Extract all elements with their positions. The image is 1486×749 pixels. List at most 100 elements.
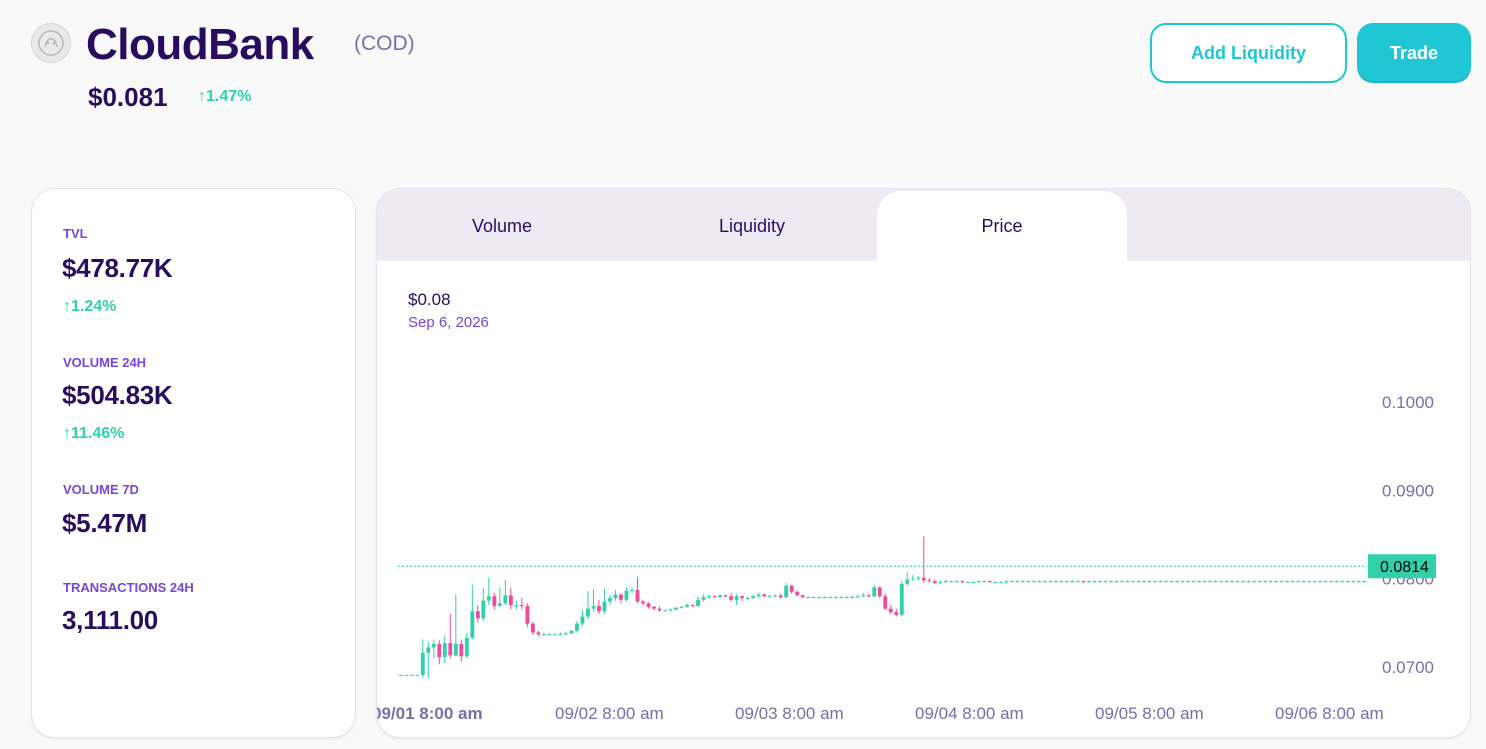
candle[interactable] <box>1076 581 1080 583</box>
candle[interactable] <box>668 609 673 611</box>
candle[interactable] <box>1340 581 1345 583</box>
candle[interactable] <box>398 674 403 676</box>
candle[interactable] <box>575 623 579 631</box>
candle[interactable] <box>734 596 739 600</box>
candle[interactable] <box>536 632 541 635</box>
candle[interactable] <box>591 605 596 609</box>
candle[interactable] <box>1009 581 1014 583</box>
candle[interactable] <box>866 595 871 597</box>
candle[interactable] <box>905 579 910 584</box>
candle[interactable] <box>1219 581 1224 583</box>
candle[interactable] <box>707 596 711 598</box>
candle[interactable] <box>1252 581 1257 583</box>
candle[interactable] <box>1351 581 1356 583</box>
tab-price[interactable]: Price <box>877 191 1127 261</box>
candle[interactable] <box>855 596 860 598</box>
candle[interactable] <box>1362 581 1367 583</box>
candle[interactable] <box>547 634 552 636</box>
candle[interactable] <box>685 605 689 607</box>
candle[interactable] <box>899 583 904 615</box>
candle[interactable] <box>872 587 877 597</box>
candle[interactable] <box>910 578 915 580</box>
candle[interactable] <box>745 598 750 600</box>
candle[interactable] <box>1158 581 1163 583</box>
candle[interactable] <box>580 616 585 624</box>
candle[interactable] <box>1263 581 1268 583</box>
candle[interactable] <box>795 591 800 596</box>
candle[interactable] <box>459 643 464 657</box>
candle[interactable] <box>1318 581 1323 583</box>
candle[interactable] <box>475 611 480 619</box>
candle[interactable] <box>630 590 634 592</box>
candle[interactable] <box>541 634 546 636</box>
candle[interactable] <box>1285 581 1290 583</box>
candle[interactable] <box>789 585 794 592</box>
candle[interactable] <box>916 577 921 579</box>
candle[interactable] <box>470 611 475 638</box>
candle[interactable] <box>525 605 530 624</box>
trade-button[interactable]: Trade <box>1357 23 1471 83</box>
candle[interactable] <box>767 596 772 598</box>
candle[interactable] <box>1301 581 1306 583</box>
candle[interactable] <box>646 603 651 607</box>
candle[interactable] <box>464 637 469 657</box>
candle[interactable] <box>641 601 645 604</box>
candle[interactable] <box>1197 581 1202 583</box>
candle[interactable] <box>508 595 513 606</box>
candle[interactable] <box>954 581 959 583</box>
candle[interactable] <box>431 643 436 648</box>
candle[interactable] <box>602 601 607 612</box>
candle[interactable] <box>993 582 998 584</box>
tab-volume[interactable]: Volume <box>471 215 533 236</box>
candle[interactable] <box>938 582 943 584</box>
candle[interactable] <box>778 595 783 598</box>
candle[interactable] <box>663 610 667 612</box>
candle[interactable] <box>888 608 893 613</box>
candle[interactable] <box>1213 581 1218 583</box>
candle[interactable] <box>1026 581 1031 583</box>
candle[interactable] <box>740 596 745 599</box>
candle[interactable] <box>1246 581 1251 583</box>
candle[interactable] <box>762 594 767 597</box>
candle[interactable] <box>409 674 414 676</box>
candle[interactable] <box>877 587 882 597</box>
candle[interactable] <box>822 597 827 599</box>
candle[interactable] <box>921 577 926 581</box>
tab-liquidity[interactable]: Liquidity <box>718 215 786 236</box>
candle[interactable] <box>657 608 662 611</box>
candle[interactable] <box>1142 581 1146 583</box>
candle[interactable] <box>404 674 409 676</box>
candle[interactable] <box>635 590 640 602</box>
candle[interactable] <box>420 652 425 675</box>
candle[interactable] <box>1345 581 1350 583</box>
candle[interactable] <box>1164 581 1168 583</box>
candle[interactable] <box>1054 581 1058 583</box>
candle[interactable] <box>701 597 706 600</box>
candle[interactable] <box>1037 581 1042 583</box>
candle[interactable] <box>1048 581 1053 583</box>
candle[interactable] <box>712 596 717 598</box>
candle[interactable] <box>586 608 590 617</box>
candle[interactable] <box>690 605 695 607</box>
candle[interactable] <box>1120 581 1124 583</box>
candle[interactable] <box>426 647 431 653</box>
candle[interactable] <box>839 597 844 599</box>
candle[interactable] <box>1015 581 1020 583</box>
candle[interactable] <box>1125 581 1130 583</box>
candle[interactable] <box>987 581 992 583</box>
candle[interactable] <box>844 597 849 599</box>
candle[interactable] <box>453 643 458 656</box>
candle[interactable] <box>1290 581 1295 583</box>
candle[interactable] <box>773 595 778 597</box>
candle[interactable] <box>652 606 656 609</box>
candle[interactable] <box>817 597 822 599</box>
candle[interactable] <box>894 612 899 615</box>
candle[interactable] <box>1098 581 1102 583</box>
candle[interactable] <box>828 597 833 599</box>
candle[interactable] <box>806 597 811 599</box>
candle[interactable] <box>1147 581 1152 583</box>
candle[interactable] <box>1136 581 1141 583</box>
candle[interactable] <box>519 605 524 607</box>
candle[interactable] <box>883 596 888 609</box>
candle[interactable] <box>503 595 508 604</box>
